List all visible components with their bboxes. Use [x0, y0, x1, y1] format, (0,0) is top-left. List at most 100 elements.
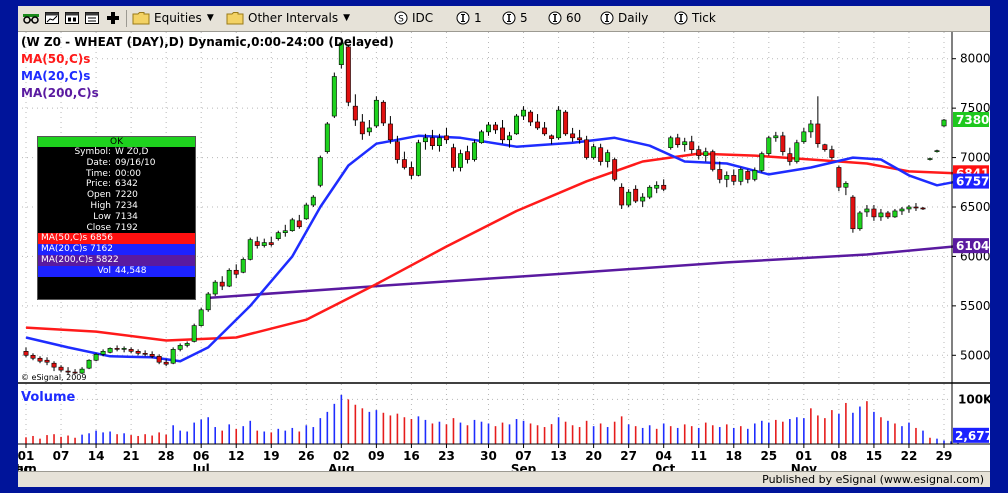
y-tick-label: 8000	[960, 52, 990, 66]
candle-body	[163, 361, 169, 365]
volume-badge	[953, 427, 989, 443]
candle-body	[282, 230, 288, 234]
candle-body	[577, 137, 583, 141]
x-tick-label: 20	[585, 449, 602, 463]
candle-body	[479, 131, 484, 144]
svg-text:S: S	[398, 15, 404, 25]
legend-ma20: MA(20,C)s	[21, 69, 90, 83]
candle-body	[486, 124, 491, 133]
candle-body	[275, 232, 281, 239]
interval-icon	[600, 11, 614, 25]
candle-body	[598, 147, 604, 162]
x-tick-label: 01	[18, 449, 34, 463]
glasses-icon[interactable]	[22, 9, 40, 27]
candle-body	[675, 137, 681, 146]
candle-body	[843, 182, 849, 188]
candle-body	[79, 368, 85, 374]
candle-body	[149, 353, 155, 357]
candle-body	[212, 281, 218, 295]
candle-body	[654, 184, 660, 189]
candle-body	[254, 241, 260, 246]
x-month-label: Sep	[511, 462, 537, 472]
price-badge	[953, 112, 989, 128]
interval-tick-label: Tick	[692, 11, 716, 25]
x-tick-label: 13	[550, 449, 567, 463]
candle-body	[114, 348, 120, 350]
x-tick-label: 07	[515, 449, 532, 463]
interval-60-label: 60	[566, 11, 582, 25]
candle-body	[198, 309, 204, 326]
data-window[interactable]: OK Symbol: W Z0,D Date: 09/16/10 Time: 00:0…	[37, 136, 196, 300]
candle-body	[549, 135, 555, 139]
other-intervals-dropdown[interactable]: Other Intervals ▼	[226, 9, 350, 27]
candle-body	[584, 139, 590, 158]
candle-body	[458, 153, 463, 168]
candle-body	[689, 141, 695, 150]
folder-icon	[226, 12, 244, 25]
properties-icon[interactable]	[84, 9, 100, 27]
candle-body	[184, 343, 190, 346]
candle-body	[759, 153, 765, 171]
candle-body	[30, 354, 36, 359]
x-tick-label: 29	[936, 449, 953, 463]
candle-body	[528, 111, 534, 123]
dw-high-row: High 7234	[90, 200, 138, 211]
page-window-icon[interactable]	[64, 9, 80, 27]
candle-body	[170, 349, 176, 364]
x-tick-label: 06	[193, 449, 210, 463]
pane-borders	[18, 32, 990, 445]
legend-ma50: MA(50,C)s	[21, 52, 90, 66]
chart-panel[interactable]: 5000 5500 6000 6500 7000 7500 8000 100K 01 07 14 21…	[18, 32, 990, 472]
candle-body	[850, 196, 856, 230]
candle-body	[780, 135, 786, 152]
candle-body	[472, 142, 477, 160]
chart-title: (W Z0 - WHEAT (DAY),D) Dynamic,0:00-24:0…	[21, 35, 394, 49]
interval-5-label: 5	[520, 11, 528, 25]
candle-body	[261, 242, 267, 246]
interval-tick-button[interactable]: Tick	[674, 9, 716, 27]
candle-body	[359, 121, 365, 135]
candle-body	[107, 348, 113, 353]
candle-body	[927, 158, 933, 160]
candle-body	[331, 76, 337, 117]
x-tick-label: 27	[620, 449, 637, 463]
candle-body	[899, 208, 905, 212]
candle-body	[612, 159, 618, 180]
x-tick-label: 16	[403, 449, 420, 463]
interval-icon	[502, 11, 516, 25]
candle-body	[450, 147, 456, 168]
y-tick-label: 5500	[960, 299, 990, 313]
candle-body	[507, 135, 512, 141]
y-tick-label: 6500	[960, 200, 990, 214]
interval-60-button[interactable]: 60	[548, 9, 581, 27]
candle-body	[415, 142, 421, 176]
interval-daily-button[interactable]: Daily	[600, 9, 648, 27]
candle-body	[787, 153, 793, 162]
x-tick-label: 11	[690, 449, 707, 463]
interval-idc-button[interactable]: S IDC	[394, 9, 433, 27]
ma20-layer	[25, 134, 959, 363]
candle-body	[521, 109, 527, 117]
candle-body	[408, 167, 414, 176]
interval-5-button[interactable]: 5	[502, 9, 528, 27]
candle-body	[941, 119, 947, 127]
price-badge	[953, 238, 989, 254]
candle-body	[303, 204, 309, 220]
candle-body	[885, 212, 891, 218]
dw-symbol-row: Symbol: W Z0,D	[74, 147, 149, 157]
plus-icon[interactable]	[106, 9, 120, 27]
candle-body	[731, 175, 737, 182]
candle-body	[135, 351, 141, 354]
chart-window-icon[interactable]	[44, 9, 60, 27]
candle-body	[380, 101, 386, 124]
equities-dropdown[interactable]: Equities ▼	[132, 9, 214, 27]
candle-body	[822, 144, 828, 150]
x-tick-label: 23	[438, 449, 455, 463]
interval-1-button[interactable]: 1	[456, 9, 482, 27]
candle-body	[72, 371, 78, 374]
candle-body	[226, 269, 232, 287]
x-tick-label: 09	[368, 449, 385, 463]
copyright-text: © eSignal, 2009	[21, 373, 86, 382]
